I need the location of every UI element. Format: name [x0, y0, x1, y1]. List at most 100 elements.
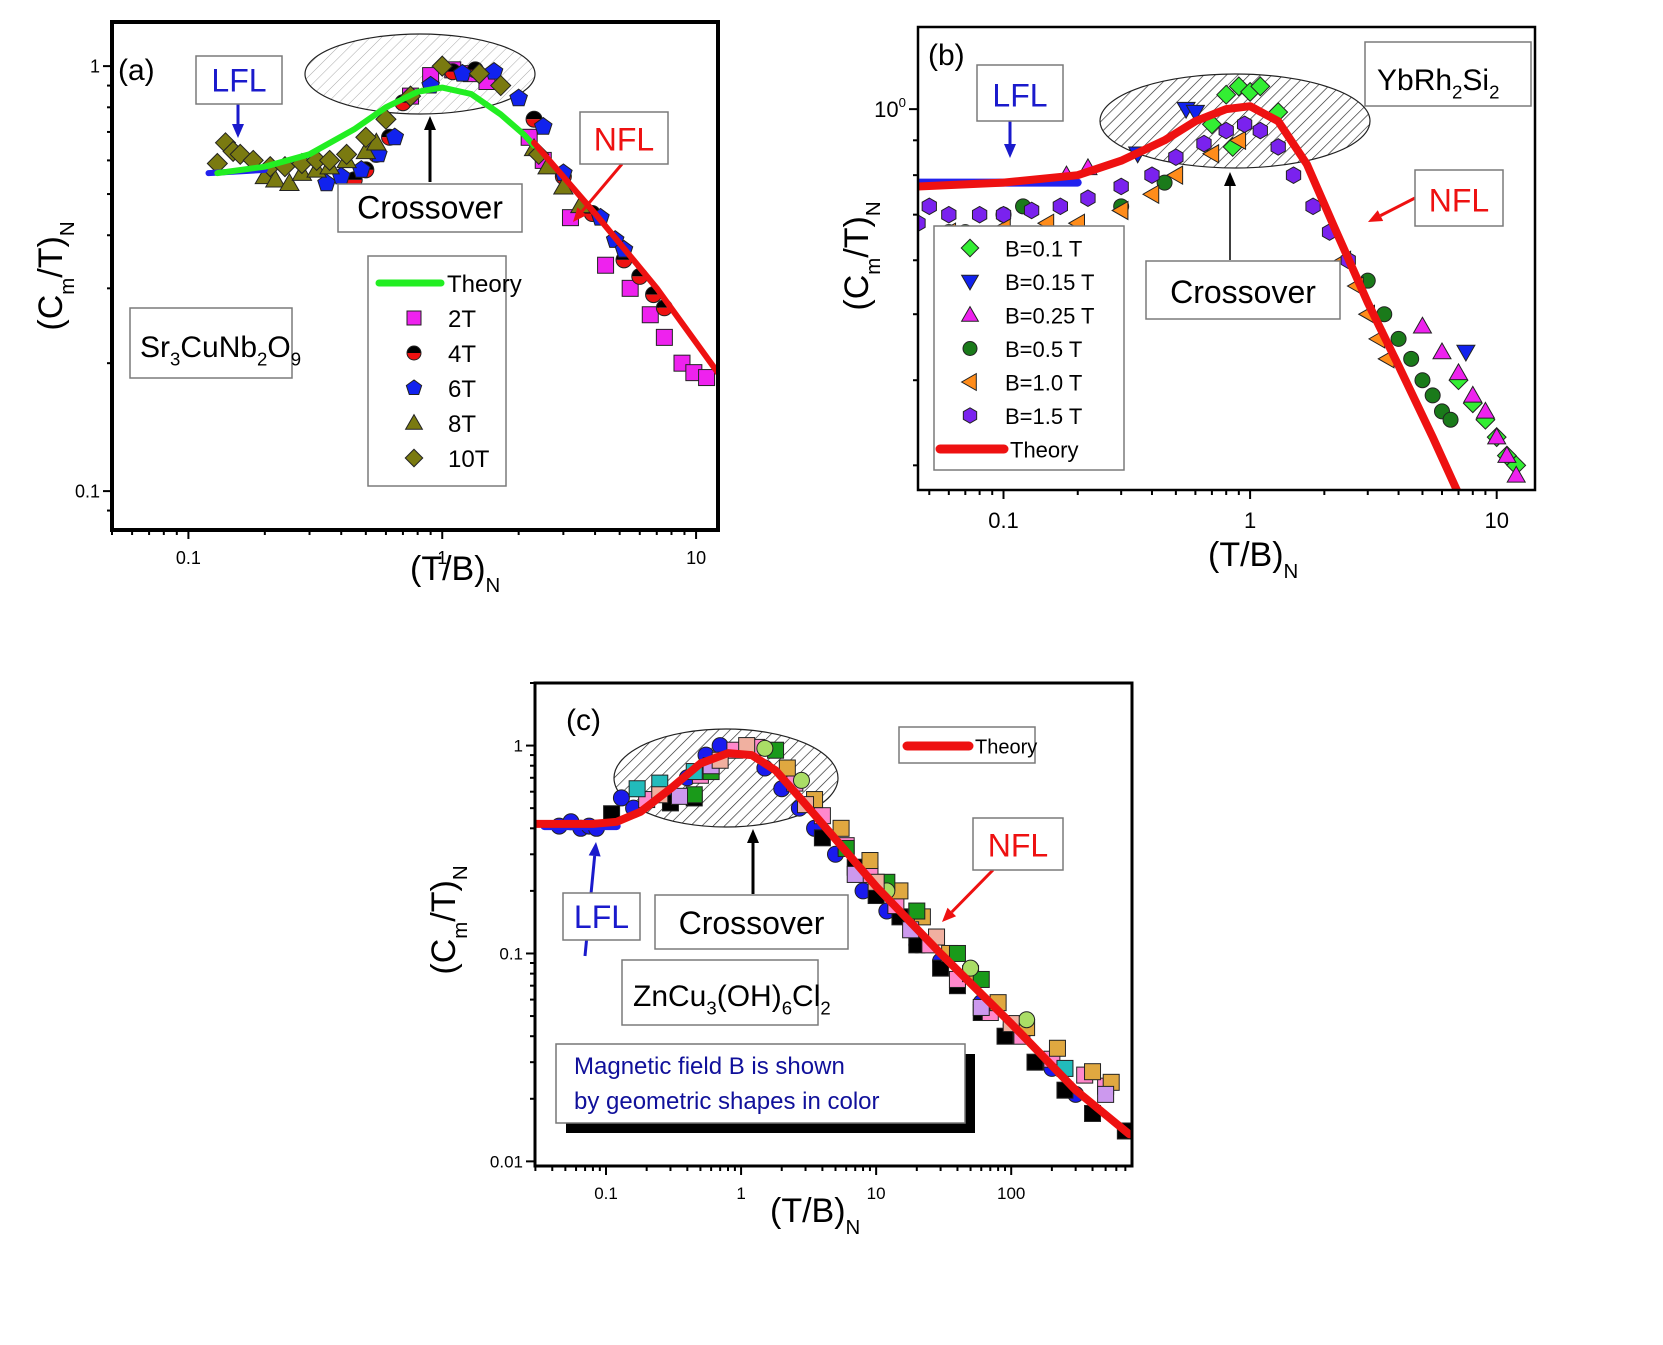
lfl-label-box: [195, 55, 283, 105]
data-point: [932, 959, 950, 977]
nfl-arrow: [1368, 196, 1416, 222]
data-point: [995, 205, 1012, 224]
chart-panel-c: 0.1 1 10 100 0.01 0.1 1 (T/B)N (Cm/T)N (c) Crossov…: [425, 681, 1134, 1239]
y-tick-label: 0.1: [499, 944, 523, 963]
y-tick-label: 0.01: [490, 1152, 523, 1171]
x-tick-label: 10: [686, 548, 706, 568]
crossover-label-box: [1145, 260, 1341, 320]
crossover-label-box: [654, 894, 849, 950]
legend-label: Theory: [1010, 437, 1078, 462]
data-point: [1156, 174, 1173, 191]
data-point: [533, 116, 553, 135]
data-point: [525, 110, 543, 128]
plot-frame: [110, 20, 720, 532]
data-point: [918, 214, 926, 233]
data-point: [1285, 166, 1302, 184]
material-label-box: [621, 959, 819, 1026]
legend-label: 4T: [448, 341, 476, 368]
panel-label: (b): [928, 39, 965, 72]
legend-marker-diamond: [404, 448, 424, 468]
data-point: [861, 852, 879, 870]
crossover-arrow: [424, 116, 436, 182]
legend-label: B=0.15 T: [1005, 270, 1095, 295]
lfl-arrow: [232, 104, 244, 138]
data-point: [468, 62, 491, 85]
data-point: [1084, 1063, 1102, 1081]
series-b-0-25-t: [1056, 157, 1527, 483]
legend-entry: Theory: [935, 437, 1078, 462]
data-point: [628, 780, 646, 798]
data-point: [948, 944, 966, 962]
data-point: [655, 328, 673, 346]
data-point: [1456, 344, 1476, 363]
x-axis-label: (T/B)N: [410, 550, 500, 597]
data-point: [1390, 330, 1407, 347]
data-point: [1097, 1085, 1115, 1103]
data-point: [962, 959, 980, 977]
data-layer: [205, 55, 718, 387]
data-point: [509, 88, 528, 107]
data-point: [685, 786, 703, 804]
nfl-label: NFL: [1429, 182, 1489, 218]
y-tick-label: 100: [874, 95, 906, 122]
material-label-box: [1364, 41, 1532, 107]
nfl-label-box: [579, 111, 669, 165]
legend-entry: B=0.25 T: [960, 303, 1095, 328]
data-point: [484, 61, 504, 80]
legend-marker-triangle-left: [960, 372, 977, 392]
lfl-arrow: [1004, 121, 1016, 158]
data-point: [1486, 427, 1507, 445]
data-point: [355, 126, 377, 149]
data-point: [1497, 445, 1517, 463]
y-tick-label: 0.1: [75, 482, 100, 502]
legend-marker-pentagon: [405, 379, 423, 396]
note-box: [555, 1043, 966, 1124]
data-point: [1218, 121, 1234, 140]
x-tick-label: 10: [867, 1184, 886, 1203]
data-point: [317, 173, 336, 192]
legend-label: Theory: [975, 737, 1037, 759]
legend-label: Theory: [447, 271, 522, 298]
data-point: [264, 169, 286, 188]
lfl-label-box: [562, 892, 641, 941]
data-point: [431, 55, 453, 77]
legend-entry: 6T: [405, 376, 476, 403]
x-tick-label: 1: [736, 1184, 745, 1203]
data-point: [778, 759, 796, 777]
legend-entry: 8T: [404, 411, 476, 438]
crossover-arrow: [1224, 172, 1236, 260]
legend-label: B=0.25 T: [1005, 303, 1095, 328]
y-axis-label: (Cm/T)N: [32, 221, 79, 330]
lfl-label: LFL: [992, 77, 1047, 113]
material-label: ZnCu3​(OH)6​Cl2​: [633, 980, 831, 1018]
data-point: [1462, 385, 1483, 403]
nfl-label-box: [1414, 169, 1504, 227]
data-point: [670, 787, 688, 805]
legend-entry: B=1.5 T: [962, 404, 1082, 429]
data-point: [1185, 104, 1206, 123]
legend-marker-triangle-up: [960, 305, 980, 322]
data-point: [1448, 362, 1469, 381]
x-axis-label: (T/B)N: [1208, 536, 1298, 583]
panel-label: (c): [566, 704, 601, 737]
y-tick-label: 1: [90, 57, 100, 77]
data-point: [792, 771, 810, 789]
nfl-label: NFL: [988, 827, 1048, 863]
lfl-label: LFL: [574, 899, 629, 935]
data-point: [1080, 189, 1096, 208]
legend-entry: B=0.15 T: [960, 270, 1095, 295]
legend-entry: B=0.1 T: [960, 236, 1082, 261]
legend-entry: B=0.5 T: [962, 337, 1082, 362]
material-label: YbRh2​Si2​: [1377, 64, 1499, 102]
crossover-label: Crossover: [1170, 274, 1316, 310]
data-point: [1196, 134, 1212, 153]
data-point: [832, 819, 850, 837]
legend-label: B=1.0 T: [1005, 370, 1082, 395]
data-point: [528, 143, 550, 166]
note-text-line: by geometric shapes in color: [574, 1088, 879, 1115]
x-tick-label: 1: [1244, 508, 1256, 533]
nfl-label: NFL: [594, 121, 654, 157]
data-point: [698, 369, 716, 387]
legend-entry: 2T: [406, 306, 476, 333]
legend-entry: 10T: [404, 446, 490, 473]
